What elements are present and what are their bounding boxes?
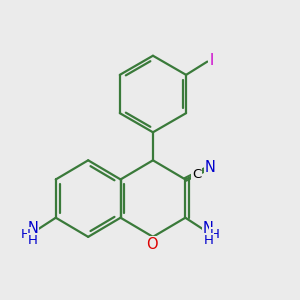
Text: N: N xyxy=(203,221,214,236)
Text: H: H xyxy=(21,228,31,241)
Text: N: N xyxy=(27,221,38,236)
Text: H: H xyxy=(204,234,213,247)
Text: H: H xyxy=(28,234,38,247)
Text: N: N xyxy=(205,160,216,175)
Text: H: H xyxy=(210,228,220,241)
Text: O: O xyxy=(146,237,158,252)
Text: C: C xyxy=(192,168,201,181)
Text: I: I xyxy=(210,52,214,68)
